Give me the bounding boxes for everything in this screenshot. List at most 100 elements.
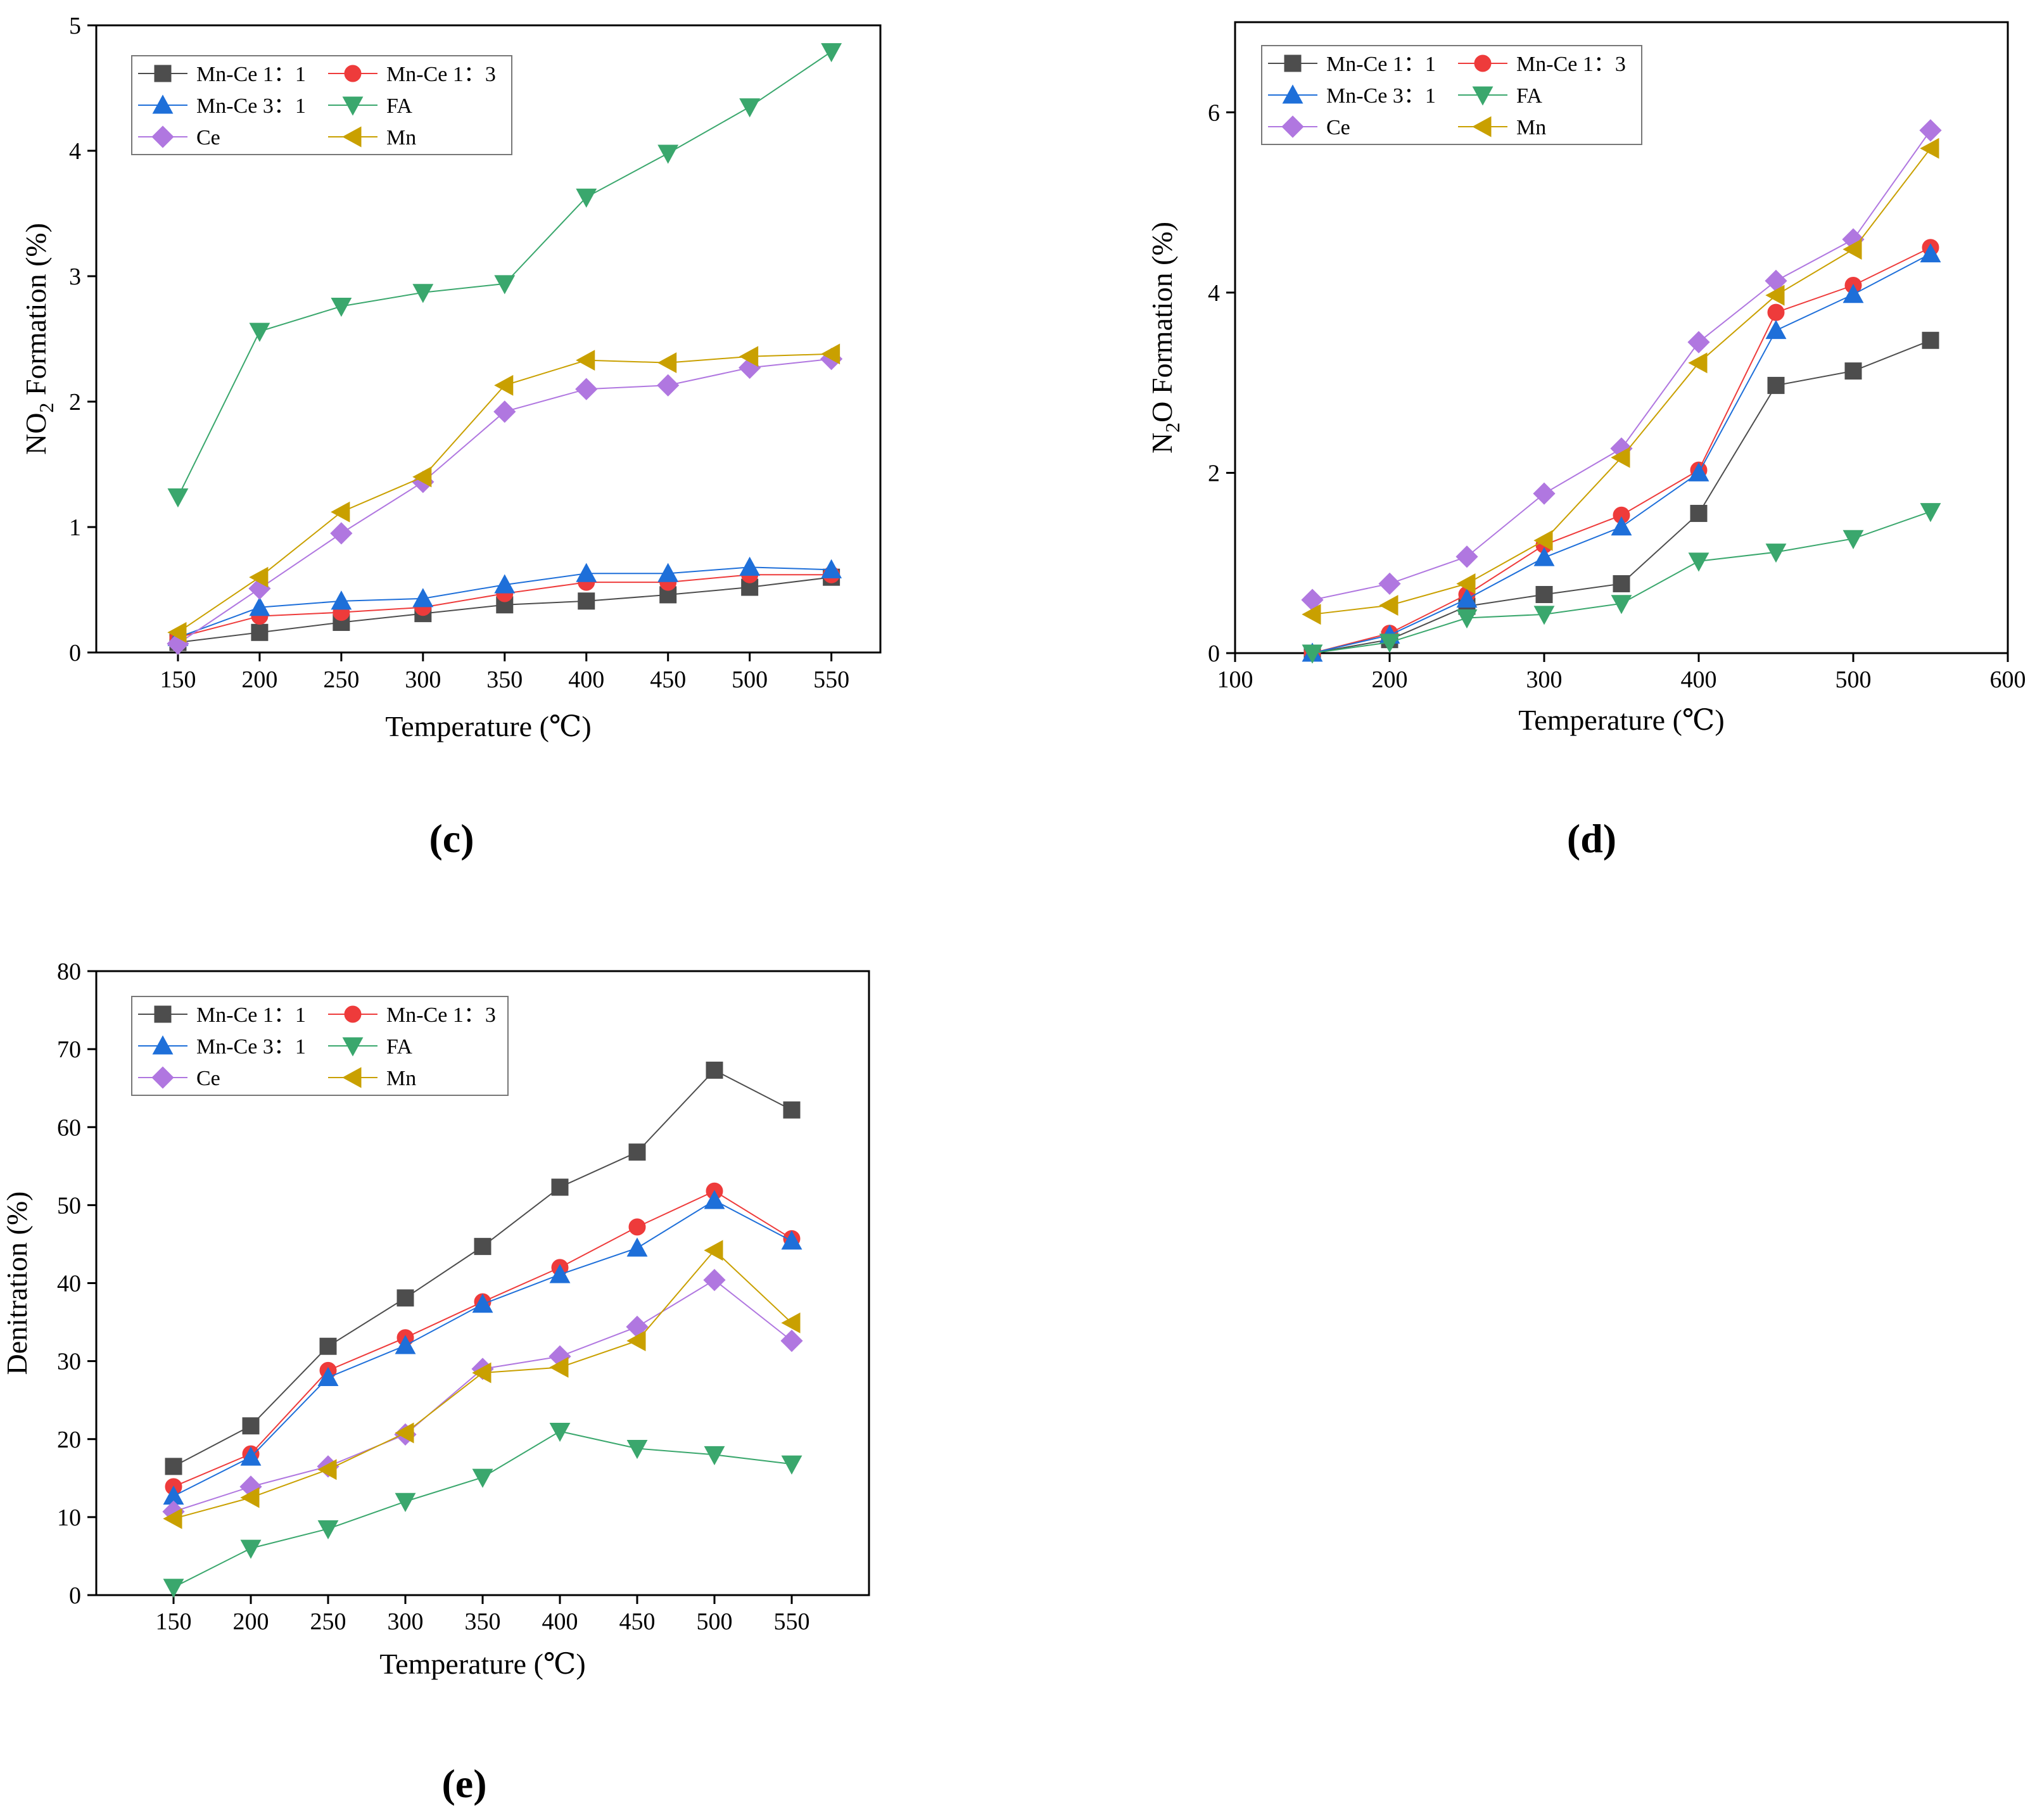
data-point: [704, 1446, 725, 1466]
y-tick-label: 3: [69, 264, 81, 290]
data-point: [493, 400, 516, 423]
data-point: [821, 559, 842, 578]
data-point: [628, 1218, 646, 1236]
data-point: [331, 298, 352, 317]
data-point: [1767, 376, 1785, 394]
legend-entry: Mn-Ce 1：3: [386, 1003, 496, 1027]
y-tick-label: 20: [57, 1427, 81, 1453]
data-point: [703, 1268, 726, 1292]
x-tick-label: 400: [1681, 666, 1717, 693]
data-point: [317, 1520, 339, 1539]
data-point: [163, 1508, 182, 1529]
x-tick-label: 350: [465, 1608, 501, 1635]
y-axis-title: N2O Formation (%): [1146, 222, 1184, 454]
data-point: [549, 1422, 571, 1442]
data-point: [549, 1264, 571, 1283]
series-5: [163, 1240, 801, 1529]
data-point: [396, 1289, 414, 1307]
data-point: [626, 1330, 646, 1352]
x-tick-label: 600: [1990, 666, 2026, 693]
data-point: [1688, 462, 1709, 481]
legend-marker: [1474, 54, 1492, 72]
y-axis-title-part: Formation (%): [20, 223, 52, 403]
y-tick-label: 5: [69, 13, 81, 39]
data-point: [657, 374, 680, 397]
data-point: [626, 1440, 648, 1460]
y-axis-title-part: N: [1146, 433, 1178, 454]
data-point: [1611, 595, 1632, 614]
data-point: [1379, 633, 1400, 653]
y-axis-title-subscript: 2: [35, 403, 58, 413]
data-point: [1456, 573, 1476, 594]
legend-marker: [342, 126, 362, 148]
x-tick-label: 200: [241, 666, 277, 693]
y-tick-label: 40: [57, 1271, 81, 1297]
legend-marker: [1472, 86, 1493, 106]
legend-marker: [154, 1005, 172, 1023]
data-point: [331, 501, 350, 523]
data-point: [704, 1190, 725, 1209]
data-point: [167, 488, 189, 508]
data-point: [249, 322, 270, 342]
panel-label: (c): [429, 816, 474, 861]
series-2: [163, 1190, 802, 1505]
legend-marker: [152, 94, 174, 114]
data-point: [412, 284, 434, 303]
data-point: [1919, 119, 1942, 142]
data-point: [1456, 588, 1478, 608]
data-point: [1842, 239, 1862, 260]
data-point: [1767, 303, 1785, 321]
data-point: [242, 1417, 260, 1435]
data-point: [576, 188, 597, 208]
y-axis-title-part: NO: [20, 413, 52, 455]
data-point: [739, 98, 761, 118]
legend-marker: [344, 1005, 362, 1023]
data-point: [319, 1337, 337, 1355]
data-point: [706, 1061, 723, 1079]
x-tick-label: 400: [568, 666, 604, 693]
legend-marker: [1284, 54, 1302, 72]
legend-box: [1261, 45, 1642, 145]
data-point: [626, 1237, 648, 1257]
y-tick-label: 4: [1208, 280, 1220, 307]
legend-entry: Ce: [1326, 116, 1350, 139]
x-tick-label: 300: [1526, 666, 1563, 693]
x-tick-label: 250: [323, 666, 359, 693]
data-point: [657, 144, 679, 164]
y-tick-label: 50: [57, 1192, 81, 1219]
data-point: [1378, 572, 1401, 595]
x-tick-label: 300: [388, 1608, 424, 1635]
data-point: [657, 563, 679, 582]
data-point: [331, 590, 352, 610]
data-point: [820, 343, 840, 365]
x-tick-label: 150: [156, 1608, 192, 1635]
x-axis-title: Temperature (℃): [1518, 704, 1724, 736]
legend-box: [131, 996, 509, 1096]
panel-label: (d): [1567, 816, 1616, 861]
plot-frame: [1234, 21, 2009, 654]
legend-entry: Mn-Ce 1：1: [1326, 53, 1436, 76]
x-tick-label: 500: [697, 1608, 733, 1635]
series-3: [167, 43, 842, 508]
legend: Mn-Ce 1：1 Mn-Ce 1：3 Mn-Ce 3：1 FA Ce Mn: [1261, 45, 1642, 145]
data-point: [412, 588, 434, 608]
data-point: [576, 350, 595, 371]
data-point: [317, 1459, 337, 1480]
legend-entry: Mn-Ce 3：1: [196, 1035, 306, 1059]
legend-entry: FA: [386, 1035, 412, 1059]
x-tick-label: 200: [1372, 666, 1408, 693]
x-tick-label: 300: [405, 666, 441, 693]
data-point: [472, 1294, 493, 1313]
data-point: [1765, 319, 1787, 340]
legend-marker: [342, 1037, 364, 1057]
data-point: [739, 346, 759, 367]
data-point: [165, 1458, 182, 1475]
data-point: [163, 1579, 184, 1598]
data-point: [578, 592, 595, 610]
data-point: [1613, 575, 1630, 592]
y-axis-title: Denitration (%): [1, 1192, 33, 1375]
series-3: [1302, 503, 1941, 664]
data-point: [575, 378, 598, 400]
